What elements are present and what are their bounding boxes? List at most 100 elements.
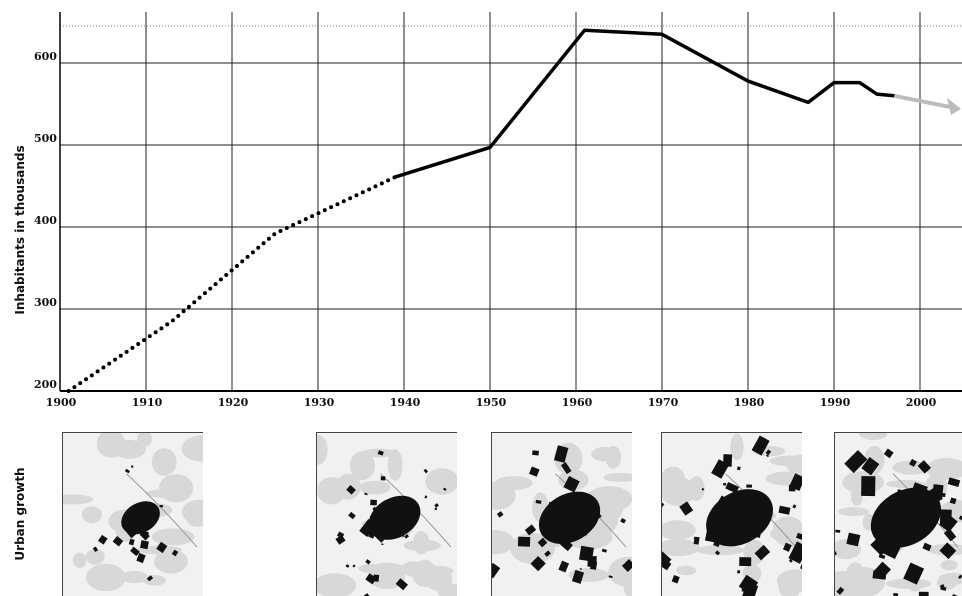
urban-patch	[130, 546, 140, 557]
map-texture	[662, 539, 700, 557]
map-texture	[63, 494, 94, 505]
urban-patch	[122, 519, 133, 529]
urban-patch	[547, 501, 554, 510]
urban-patch	[887, 528, 900, 542]
map-texture	[850, 487, 864, 506]
series-line-solid	[393, 28, 896, 179]
population-chart: 1900 1910 1920 1930 1940 1950 1960 1970 1980 1990…	[13, 12, 962, 409]
urban-patch	[693, 536, 700, 545]
map-texture	[368, 562, 407, 579]
projection-arrowhead	[947, 97, 961, 115]
urban-patch	[131, 465, 134, 468]
urban-patch	[553, 506, 574, 527]
urban-patch	[943, 528, 957, 542]
urban-patch	[580, 528, 589, 536]
urban-patch	[741, 579, 754, 593]
urban-growth-map-4	[661, 432, 802, 596]
urban-patch	[788, 558, 793, 563]
urban-patch	[883, 448, 894, 459]
urban-patch	[554, 445, 569, 463]
urban-patch	[608, 575, 613, 579]
urban-patch	[575, 498, 590, 513]
map-texture	[335, 473, 361, 500]
urban-patch	[404, 534, 409, 539]
urban-patch	[835, 550, 838, 556]
urban-patch	[385, 517, 398, 532]
urban-patch	[112, 536, 124, 547]
x-tick-label: 1920	[218, 396, 249, 409]
map-texture	[662, 520, 696, 540]
map-texture	[151, 448, 177, 476]
urban-map-graphic	[662, 433, 802, 596]
urban-patch	[896, 489, 905, 498]
urban-patch	[424, 495, 428, 499]
urban-patch	[381, 524, 395, 538]
urban-patch	[133, 517, 139, 523]
map-texture	[676, 565, 697, 576]
map-texture	[603, 472, 632, 482]
urban-patch	[878, 554, 886, 559]
urban-patch	[861, 476, 876, 497]
urban-patch	[529, 466, 540, 477]
urban-patch	[873, 561, 892, 580]
urban-patch	[563, 545, 567, 549]
x-tick-label: 1940	[390, 396, 421, 409]
urban-patch	[906, 521, 910, 525]
urban-patch	[128, 538, 135, 546]
urban-patch	[620, 517, 627, 524]
urban-patch	[713, 541, 720, 548]
map-texture	[936, 575, 957, 590]
urban-patch	[662, 498, 665, 515]
urban-map-graphic	[63, 433, 203, 592]
urban-patch	[751, 435, 770, 456]
map-texture	[181, 435, 203, 462]
population-series	[66, 28, 961, 393]
map-texture	[623, 575, 632, 596]
map-texture	[317, 434, 328, 465]
urban-patch	[560, 534, 568, 541]
urban-patch	[377, 450, 384, 456]
urban-patch	[146, 575, 154, 582]
map-texture	[387, 449, 403, 481]
urban-patch	[140, 540, 149, 550]
urban-patch	[746, 519, 764, 538]
map-texture	[85, 548, 105, 565]
urban-patch	[918, 591, 929, 596]
urban-patch	[713, 505, 719, 510]
axes	[59, 12, 962, 392]
urban-patch	[906, 537, 911, 540]
urban-patch	[524, 524, 537, 536]
urban-patch	[871, 526, 876, 532]
urban-patch	[897, 521, 902, 525]
urban-patch	[563, 475, 580, 493]
urban-patch	[897, 523, 904, 531]
urban-patch	[939, 542, 957, 560]
urban-patch	[737, 510, 757, 532]
map-texture	[926, 457, 962, 480]
urban-patch	[372, 506, 377, 512]
urban-patch	[537, 537, 548, 548]
x-tick-label: 1900	[46, 396, 77, 409]
map-texture	[158, 474, 194, 503]
urban-growth-map-1	[62, 432, 203, 596]
urban-patch	[532, 450, 539, 456]
urban-patch	[560, 538, 573, 552]
urban-patch	[579, 567, 583, 570]
urban-patch	[755, 510, 761, 517]
urban-patch	[443, 487, 447, 491]
urban-patch	[958, 515, 962, 522]
y-tick-label: 300	[34, 296, 57, 309]
urban-patch	[579, 545, 594, 562]
x-tick-label: 1930	[304, 396, 335, 409]
urban-patch	[932, 484, 944, 499]
urban-patch	[922, 542, 932, 552]
urban-patch	[374, 528, 390, 543]
y-axis-label: Inhabitants in thousands	[13, 145, 27, 314]
urban-map-graphic	[835, 433, 962, 596]
y-tick-label: 500	[34, 132, 57, 145]
urban-patch	[365, 573, 377, 585]
urban-patch	[398, 510, 411, 522]
map-texture	[145, 489, 188, 498]
urban-patch	[875, 514, 892, 531]
urban-patch	[594, 506, 597, 510]
